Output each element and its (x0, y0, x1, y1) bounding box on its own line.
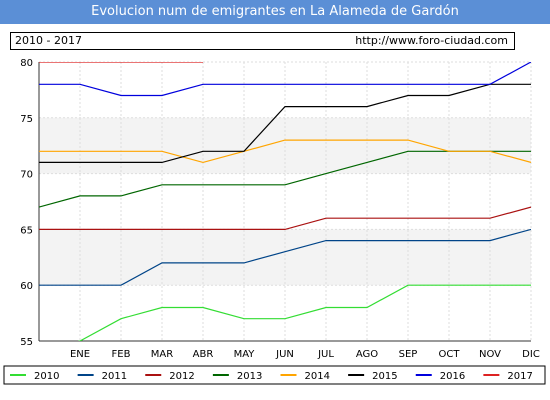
legend-label-2013: 2013 (237, 371, 262, 382)
period-label: 2010 - 2017 (15, 34, 82, 47)
chart-title: Evolucion num de emigrantes en La Alamed… (0, 0, 550, 24)
legend-label-2016: 2016 (440, 371, 465, 382)
series-line-2015 (39, 83, 531, 163)
series-line-2010 (77, 284, 531, 341)
info-bar: 2010 - 2017 http://www.foro-ciudad.com (10, 32, 515, 50)
y-tick-label: 60 (20, 281, 33, 292)
x-tick-label: JUL (317, 349, 334, 360)
x-tick-label: AGO (356, 349, 378, 360)
legend-label-2015: 2015 (372, 371, 397, 382)
y-tick-label: 80 (20, 58, 33, 69)
legend-box (3, 365, 546, 385)
y-tick-label: 65 (20, 225, 33, 236)
series-line-2016 (39, 62, 531, 97)
y-tick-label: 70 (20, 170, 33, 181)
y-tick-label: 55 (20, 337, 33, 348)
y-tick-label: 75 (20, 114, 33, 125)
legend-label-2010: 2010 (34, 371, 59, 382)
grid-band (39, 229, 531, 286)
series-line-2011 (39, 228, 531, 286)
x-tick-label: MAR (151, 349, 173, 360)
x-tick-label: MAY (234, 349, 256, 360)
x-tick-label: OCT (439, 349, 461, 360)
x-tick-label: SEP (399, 349, 418, 360)
series-line-2012 (39, 206, 531, 230)
source-url: http://www.foro-ciudad.com (355, 34, 508, 47)
x-tick-label: ABR (193, 349, 214, 360)
legend-label-2012: 2012 (169, 371, 194, 382)
legend-label-2017: 2017 (507, 371, 532, 382)
series-line-2014 (39, 139, 531, 164)
x-tick-label: DIC (522, 349, 540, 360)
x-tick-label: ENE (70, 349, 90, 360)
x-tick-label: NOV (479, 349, 501, 360)
x-tick-label: FEB (112, 349, 131, 360)
x-tick-label: JUN (275, 349, 294, 360)
legend-label-2011: 2011 (102, 371, 127, 382)
legend-label-2014: 2014 (305, 371, 330, 382)
